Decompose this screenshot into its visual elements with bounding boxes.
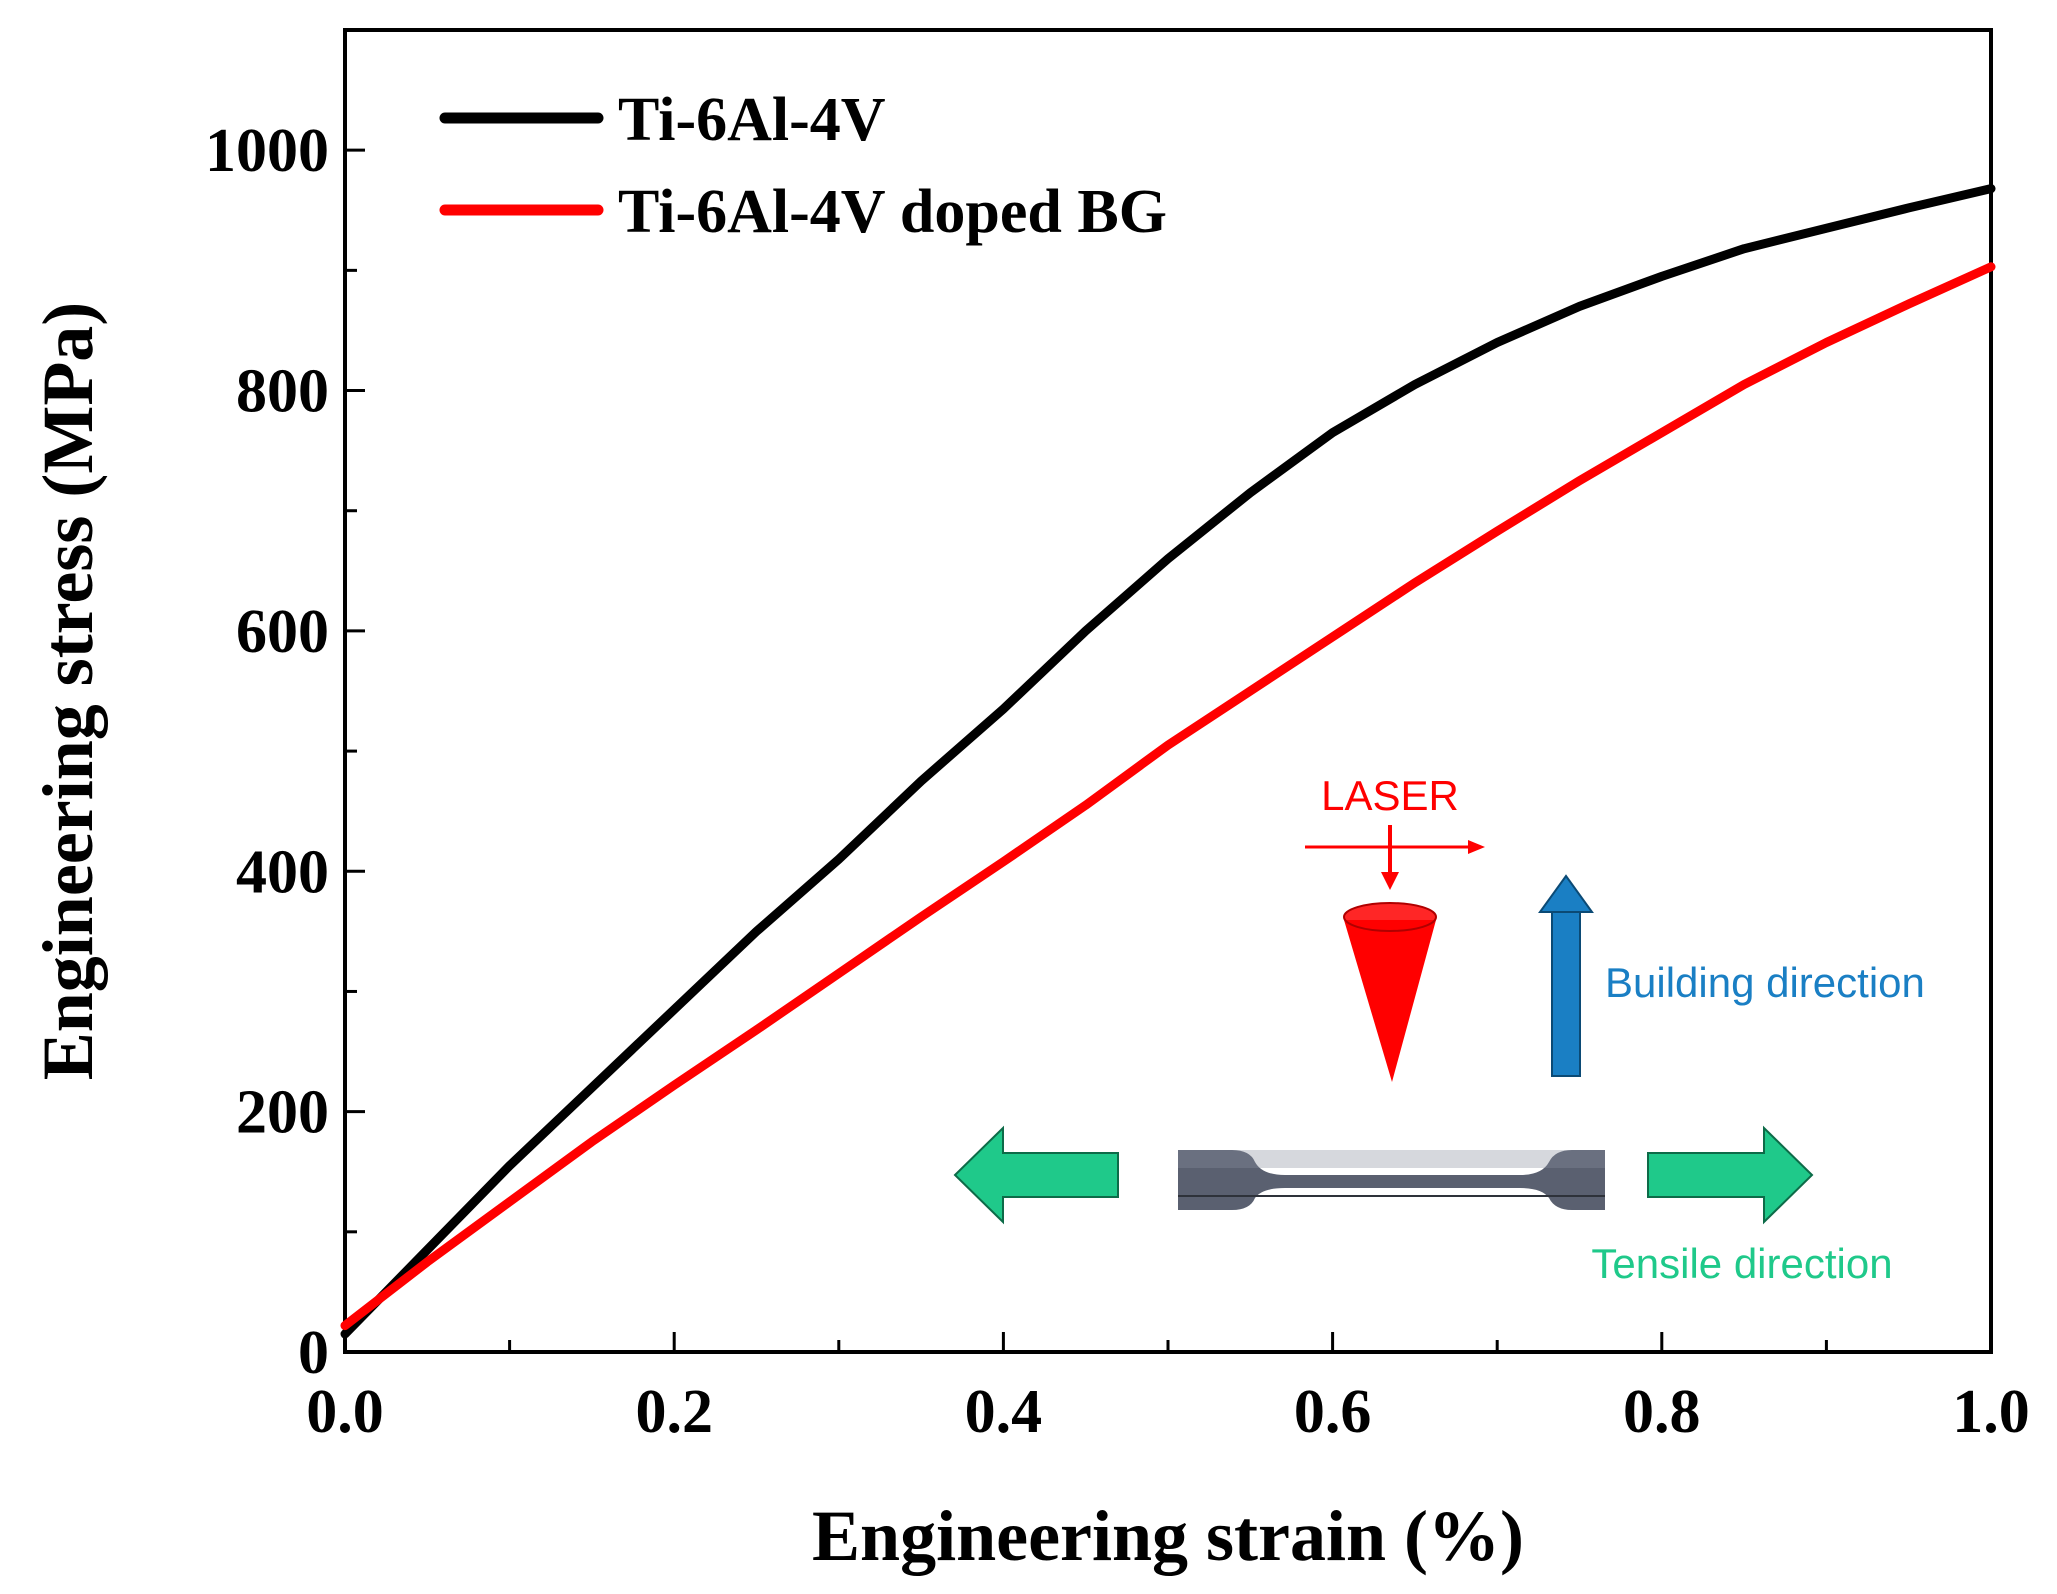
y-tick-label: 200 — [236, 1079, 329, 1147]
x-tick-label: 0.2 — [635, 1378, 713, 1446]
building-direction-label: Building direction — [1605, 959, 1925, 1006]
building-direction-arrow-icon — [1538, 874, 1594, 1077]
tensile-direction-arrows-icon — [953, 1125, 1814, 1225]
tensile-specimen-icon — [1178, 1150, 1605, 1210]
y-tick-label: 800 — [236, 358, 329, 426]
y-tick-label: 400 — [236, 838, 329, 906]
legend-label-ti6al4v: Ti-6Al-4V — [618, 86, 886, 154]
laser-cone-icon — [1343, 902, 1437, 1082]
y-tick-label: 1000 — [205, 117, 329, 185]
y-axis-title: Engineering stress (MPa) — [28, 302, 108, 1081]
y-tick-labels: 0 200 400 600 800 1000 — [205, 117, 329, 1387]
laser-label: LASER — [1321, 772, 1459, 819]
x-tick-labels: 0.0 0.2 0.4 0.6 0.8 1.0 — [306, 1378, 2030, 1446]
x-tick-label: 0.6 — [1294, 1378, 1372, 1446]
laser-scan-icon — [1305, 825, 1485, 890]
legend-label-ti6al4v-doped-bg: Ti-6Al-4V doped BG — [618, 178, 1167, 246]
axis-ticks — [343, 148, 1993, 1354]
x-tick-label: 0.4 — [965, 1378, 1043, 1446]
y-tick-label: 600 — [236, 598, 329, 666]
inset-schematic: LASER Building direction Ten — [953, 772, 1925, 1287]
tensile-direction-label: Tensile direction — [1591, 1240, 1892, 1287]
x-tick-label: 0.0 — [306, 1378, 384, 1446]
legend: Ti-6Al-4V Ti-6Al-4V doped BG — [439, 86, 1167, 246]
series-line-ti6al4v — [340, 184, 1996, 1339]
x-tick-label: 0.8 — [1623, 1378, 1701, 1446]
x-axis-title: Engineering strain (%) — [812, 1496, 1524, 1576]
series-line-ti6al4v-doped-bg — [340, 262, 1996, 1331]
y-tick-label: 0 — [298, 1319, 329, 1387]
x-tick-label: 1.0 — [1952, 1378, 2030, 1446]
